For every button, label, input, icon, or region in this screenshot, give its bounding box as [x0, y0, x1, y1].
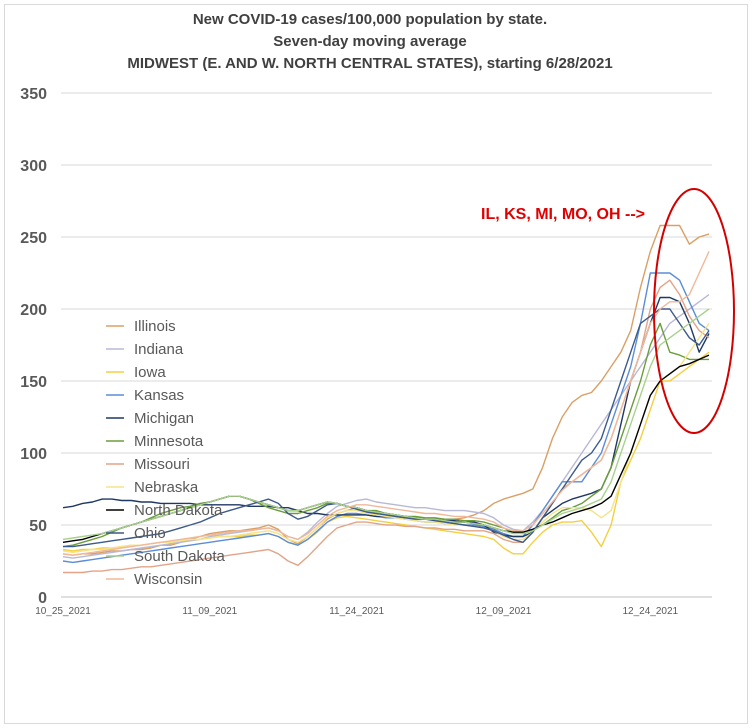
y-tick-label: 300 [20, 158, 47, 175]
legend-label: Minnesota [134, 433, 204, 450]
legend-label: North Dakota [134, 502, 223, 519]
x-tick-label: 10_25_2021 [35, 606, 91, 617]
series-line-ohio [63, 308, 710, 548]
series-line-south-dakota [62, 308, 710, 541]
y-tick-label: 0 [38, 590, 47, 607]
legend-label: Iowa [134, 364, 166, 381]
x-tick-label: 11_24_2021 [329, 606, 384, 617]
series-line-nebraska [62, 323, 710, 554]
y-tick-label: 100 [20, 446, 47, 463]
chart-title-line-1: New COVID-19 cases/100,000 population by… [192, 11, 548, 28]
legend-label: Wisconsin [134, 571, 202, 588]
series-line-kansas [62, 272, 710, 564]
x-tick-label: 12_09_2021 [476, 606, 532, 617]
legend-label: Illinois [134, 318, 176, 335]
legend-label: Kansas [134, 387, 184, 404]
x-tick-label: 11_09_2021 [182, 606, 237, 617]
chart-frame [4, 4, 748, 724]
chart-title-line-3: MIDWEST (E. AND W. NORTH CENTRAL STATES)… [127, 55, 613, 72]
legend-label: Indiana [134, 341, 184, 358]
y-tick-label: 200 [20, 302, 47, 319]
legend-label: Missouri [134, 456, 190, 473]
y-tick-label: 250 [20, 230, 47, 247]
legend-label: Nebraska [134, 479, 199, 496]
annotation-label: IL, KS, MI, MO, OH --> [481, 206, 645, 223]
legend-label: Ohio [134, 525, 166, 542]
series-line-indiana [62, 294, 710, 559]
y-tick-label: 150 [20, 374, 47, 391]
chart-title-line-2: Seven-day moving average [273, 33, 467, 50]
series-line-wisconsin [62, 251, 710, 556]
highlight-ellipse [653, 188, 735, 434]
legend-label: Michigan [134, 410, 194, 427]
chart-title: New COVID-19 cases/100,000 population by… [0, 9, 740, 75]
x-tick-label: 12_24_2021 [622, 606, 678, 617]
y-tick-label: 50 [29, 518, 47, 535]
y-tick-label: 350 [20, 86, 47, 103]
legend-label: South Dakota [134, 548, 226, 565]
